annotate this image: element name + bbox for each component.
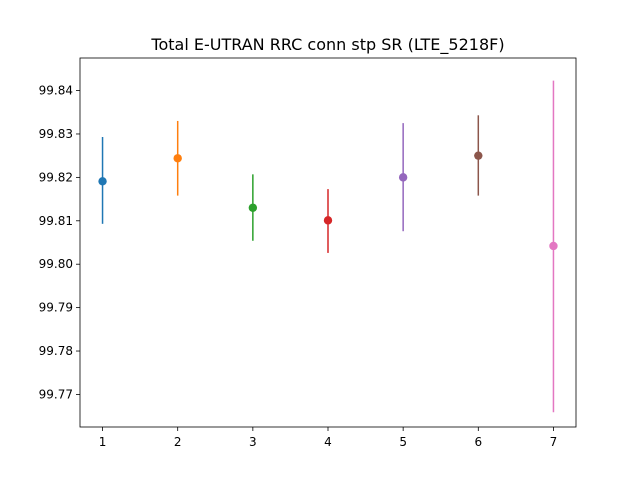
data-point-5 [398, 123, 408, 232]
x-tick-label: 6 [474, 435, 482, 449]
x-tick-label: 5 [399, 435, 407, 449]
y-tick-label: 99.78 [39, 344, 73, 358]
x-tick-label: 3 [249, 435, 257, 449]
data-marker [474, 151, 483, 160]
data-point-7 [549, 80, 558, 413]
axes: 1 2 3 4 5 6 7 99.77 99.78 99.79 99.80 99.81 99.82 99.… [39, 57, 577, 449]
data-marker [98, 177, 107, 186]
data-point-3 [248, 174, 258, 241]
data-marker [173, 154, 182, 163]
data-point-1 [98, 137, 107, 224]
x-tick-label: 7 [550, 435, 558, 449]
x-tick-label: 4 [324, 435, 332, 449]
y-tick-label: 99.83 [39, 127, 73, 141]
data-point-6 [474, 115, 483, 196]
y-tick-label: 99.77 [39, 387, 73, 401]
plot-area [98, 80, 558, 413]
data-point-4 [323, 189, 333, 253]
data-marker [398, 173, 408, 182]
data-point-2 [173, 120, 182, 196]
y-tick-label: 99.80 [39, 257, 73, 271]
data-marker [549, 241, 558, 251]
y-tick-label: 99.84 [39, 84, 73, 98]
data-marker [248, 203, 258, 212]
chart-title: Total E-UTRAN RRC conn stp SR (LTE_5218F… [150, 35, 504, 55]
y-tick-label: 99.79 [39, 301, 73, 315]
x-tick-label: 2 [174, 435, 182, 449]
y-tick-label: 99.82 [39, 170, 73, 184]
x-tick-label: 1 [99, 435, 107, 449]
data-marker [323, 216, 333, 225]
y-tick-label: 99.81 [39, 214, 73, 228]
